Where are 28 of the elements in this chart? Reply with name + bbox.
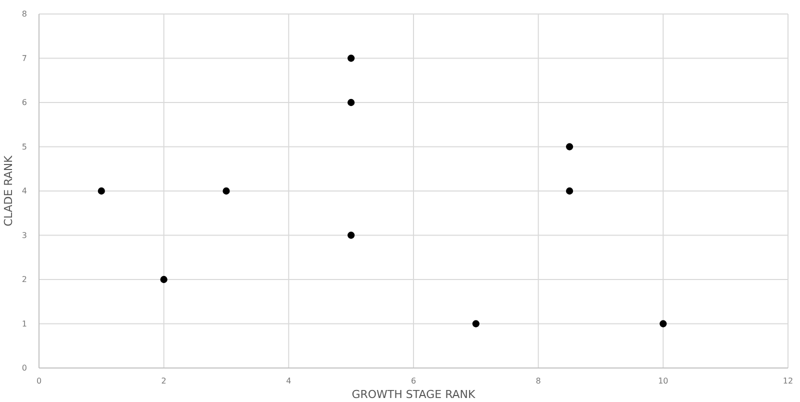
y-tick-label: 4 xyxy=(22,186,27,196)
point xyxy=(660,320,667,328)
x-tick-label: 12 xyxy=(782,376,794,386)
y-axis-title: CLADE RANK xyxy=(2,154,15,226)
x-tick-label: 0 xyxy=(36,376,42,386)
x-tick-label: 4 xyxy=(286,376,292,386)
y-tick-label: 1 xyxy=(22,319,27,328)
x-tick-label: 2 xyxy=(161,376,166,386)
y-tick-label: 5 xyxy=(22,142,27,152)
point xyxy=(566,143,574,150)
x-tick-label: 10 xyxy=(658,376,668,386)
point xyxy=(472,320,480,328)
y-tick-label: 0 xyxy=(22,364,27,373)
y-tick-label: 7 xyxy=(22,54,27,63)
x-tick-label: 8 xyxy=(536,376,541,386)
point xyxy=(222,187,230,195)
y-tick-label: 3 xyxy=(22,230,27,240)
x-axis-title: GROWTH STAGE RANK xyxy=(352,388,476,401)
point xyxy=(566,187,574,195)
point xyxy=(160,276,168,284)
point xyxy=(348,98,355,106)
y-tick-label: 8 xyxy=(22,10,27,19)
point xyxy=(348,232,355,239)
y-tick-label: 2 xyxy=(22,275,27,284)
x-tick-label: 6 xyxy=(410,376,416,386)
point xyxy=(348,54,355,62)
point xyxy=(98,187,105,195)
y-tick-label: 6 xyxy=(22,98,27,108)
